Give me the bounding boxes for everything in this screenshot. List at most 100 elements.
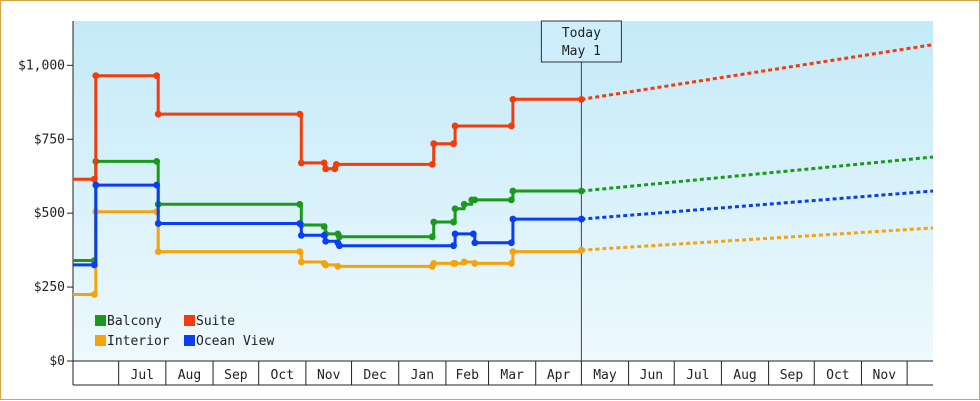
data-point-suite	[509, 95, 517, 103]
legend-label-balcony: Balcony	[107, 314, 162, 329]
data-point-interior	[322, 261, 330, 269]
legend-swatch-interior	[95, 335, 106, 346]
data-point-ocean-view	[296, 220, 304, 227]
data-point-balcony	[428, 233, 436, 241]
forecast-line-ocean-view	[581, 189, 934, 221]
data-point-ocean-view	[322, 237, 330, 245]
data-point-ocean-view	[509, 215, 517, 223]
x-tick-label: Sep	[780, 368, 804, 383]
data-point-balcony	[460, 200, 468, 208]
data-point-suite	[451, 122, 459, 130]
y-tick-label: $500	[34, 206, 65, 221]
data-point-suite	[297, 159, 305, 167]
forecast-line-interior	[581, 226, 934, 252]
data-point-balcony	[450, 218, 457, 226]
x-tick-label: Oct	[271, 368, 294, 383]
data-point-balcony	[577, 187, 585, 195]
x-tick-label: May	[593, 368, 617, 383]
data-point-interior	[509, 248, 517, 256]
y-tick-label: $1,000	[18, 58, 65, 73]
data-point-suite	[450, 140, 457, 148]
y-axis: $0 $250 $500 $750 $1,000	[18, 21, 74, 369]
data-point-ocean-view	[451, 230, 459, 238]
data-point-interior	[296, 248, 304, 256]
x-tick-label: Apr	[547, 368, 571, 383]
x-tick-label: Feb	[455, 368, 479, 383]
data-point-suite	[154, 110, 162, 118]
data-point-balcony	[320, 223, 328, 230]
x-tick-label: Nov	[317, 368, 341, 383]
data-point-balcony	[335, 233, 343, 241]
y-tick-label: $750	[34, 132, 65, 147]
data-point-suite	[577, 95, 585, 103]
data-point-ocean-view	[577, 215, 585, 223]
data-point-balcony	[509, 187, 517, 195]
data-point-interior	[154, 248, 162, 256]
data-point-ocean-view	[471, 239, 479, 247]
data-point-suite	[430, 140, 438, 148]
x-tick-label: Aug	[178, 368, 201, 383]
today-box	[540, 20, 622, 63]
data-point-suite	[320, 159, 328, 167]
legend-label-suite: Suite	[196, 314, 235, 329]
legend-label-ocean-view: Ocean View	[196, 334, 274, 349]
legend-swatch-balcony	[95, 315, 106, 326]
legend-swatch-suite	[184, 315, 195, 326]
legend-item-ocean-view[interactable]: Ocean View	[184, 334, 274, 349]
x-tick-label: Jun	[640, 368, 663, 383]
data-point-ocean-view	[154, 220, 162, 227]
legend[interactable]: Balcony Suite Interior Ocean View	[95, 314, 274, 349]
x-axis: Jul Aug Sep Oct Nov Dec Jan Feb Mar Apr May Jun Jul A…	[72, 360, 933, 386]
x-tick-label: Dec	[363, 368, 386, 383]
data-point-suite	[322, 165, 330, 173]
x-tick-label: Mar	[500, 368, 524, 383]
data-point-interior	[577, 246, 585, 254]
data-point-ocean-view	[507, 239, 515, 247]
forecast-line-suite	[581, 43, 934, 101]
data-point-ocean-view	[469, 230, 477, 238]
plot-area	[73, 21, 933, 361]
data-point-ocean-view	[450, 242, 457, 250]
legend-item-interior[interactable]: Interior	[95, 334, 170, 349]
data-point-suite	[153, 72, 161, 80]
data-point-balcony	[507, 196, 515, 204]
data-point-balcony	[153, 158, 161, 165]
data-point-balcony	[430, 218, 438, 226]
series-ocean-view	[73, 181, 934, 269]
today-label: Today	[562, 26, 601, 41]
y-tick-label: $0	[49, 354, 65, 369]
data-point-suite	[296, 110, 304, 118]
data-point-interior	[507, 260, 515, 267]
legend-swatch-ocean-view	[184, 335, 195, 346]
forecast-line-balcony	[581, 155, 934, 193]
x-tick-label: Sep	[224, 368, 248, 383]
x-tick-label: Jul	[686, 368, 709, 383]
legend-item-suite[interactable]: Suite	[184, 314, 235, 329]
x-tick-label: Jan	[411, 368, 434, 383]
x-tick-label: Oct	[826, 368, 849, 383]
data-point-balcony	[296, 200, 304, 208]
data-point-suite	[507, 122, 515, 130]
data-point-interior	[334, 262, 342, 270]
data-point-balcony	[471, 196, 479, 204]
data-point-interior	[451, 260, 459, 267]
y-tick-label: $250	[34, 280, 65, 295]
series-group	[73, 43, 934, 298]
data-point-ocean-view	[335, 242, 343, 250]
data-point-interior	[297, 258, 305, 266]
today-marker: Today May 1	[540, 20, 622, 361]
data-point-ocean-view	[297, 231, 305, 239]
data-point-interior	[90, 291, 98, 298]
data-point-interior	[430, 260, 438, 267]
data-point-ocean-view	[92, 181, 100, 189]
legend-item-balcony[interactable]: Balcony	[95, 314, 162, 329]
x-tick-label: Nov	[873, 368, 897, 383]
data-point-suite	[92, 72, 100, 80]
data-point-suite	[90, 175, 98, 183]
x-tick-label: Aug	[733, 368, 756, 383]
data-point-ocean-view	[90, 261, 98, 269]
x-tick-label: Jul	[131, 368, 154, 383]
data-point-balcony	[451, 205, 459, 213]
data-point-ocean-view	[153, 181, 161, 189]
